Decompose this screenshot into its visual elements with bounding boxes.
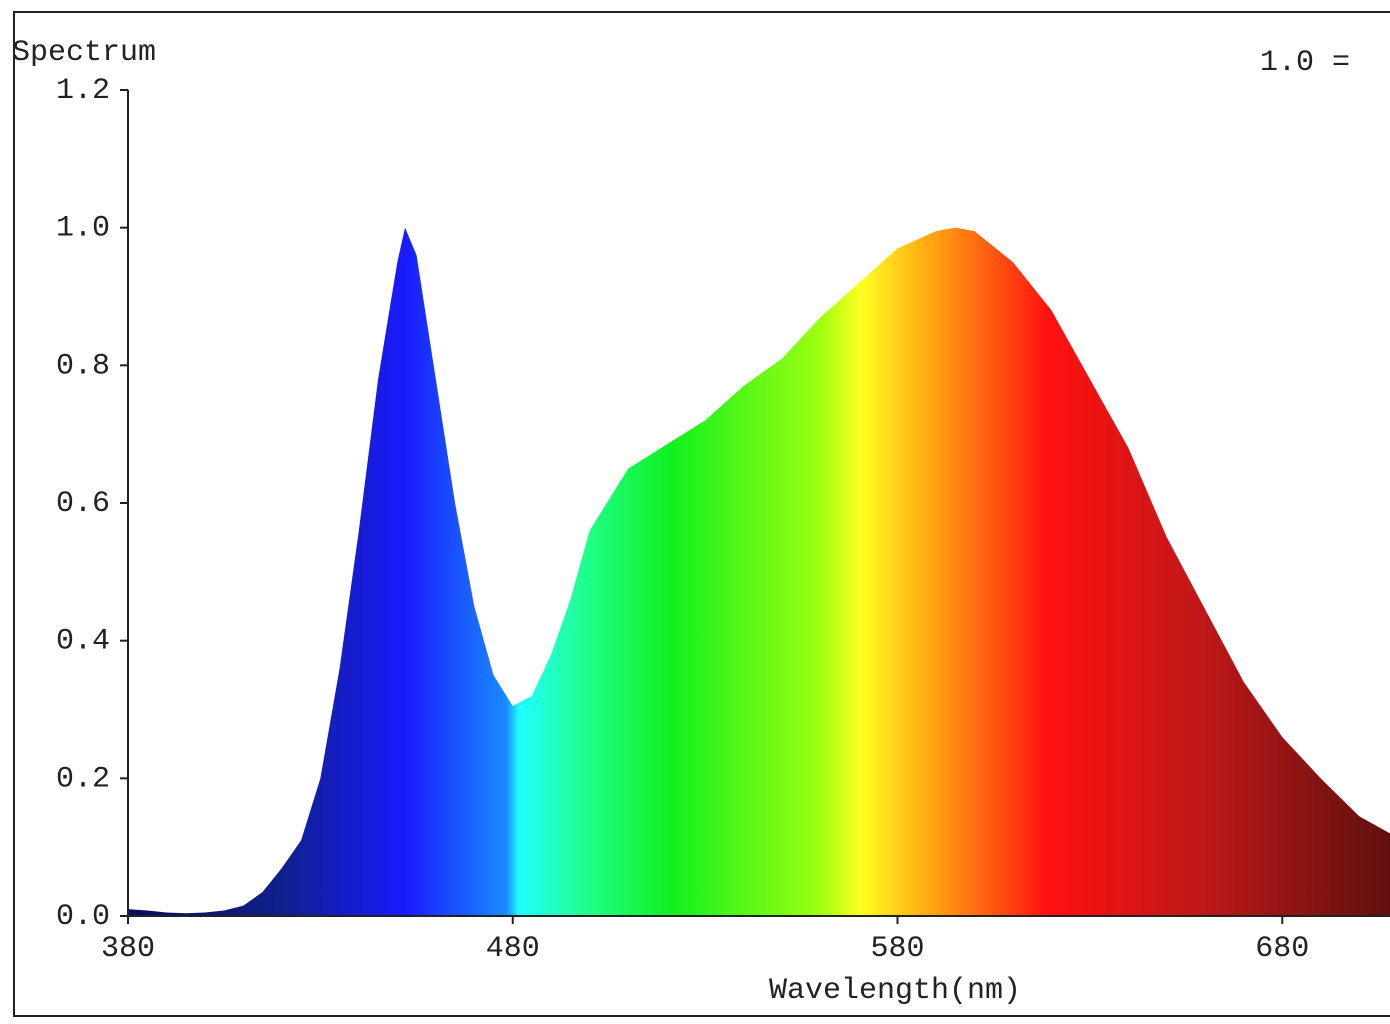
spectrum-area	[128, 227, 1390, 916]
x-tick-label: 680	[1255, 932, 1309, 966]
x-axis-label: Wavelength(nm)	[769, 974, 1021, 1008]
x-tick-label: 480	[486, 932, 540, 966]
y-tick-label: 0.6	[56, 487, 110, 521]
y-tick-label: 1.0	[56, 212, 110, 246]
x-tick-label: 380	[101, 932, 155, 966]
frame	[13, 11, 1390, 1017]
annotation: 1.0 =	[1260, 46, 1350, 80]
y-tick-label: 1.2	[56, 74, 110, 108]
y-tick-label: 0.2	[56, 762, 110, 796]
y-tick-label: 0.8	[56, 349, 110, 383]
y-tick-label: 0.4	[56, 625, 110, 659]
chart-title: Spectrum	[12, 36, 156, 70]
x-tick-label: 580	[871, 932, 925, 966]
y-tick-label: 0.0	[56, 900, 110, 934]
